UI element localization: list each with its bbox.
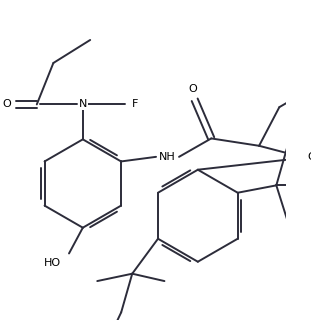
Text: O: O (2, 99, 11, 109)
Text: HO: HO (44, 258, 61, 268)
Text: O: O (307, 152, 311, 162)
Text: N: N (79, 99, 87, 109)
Text: NH: NH (159, 152, 175, 162)
Text: F: F (132, 99, 138, 109)
Text: O: O (188, 84, 197, 94)
